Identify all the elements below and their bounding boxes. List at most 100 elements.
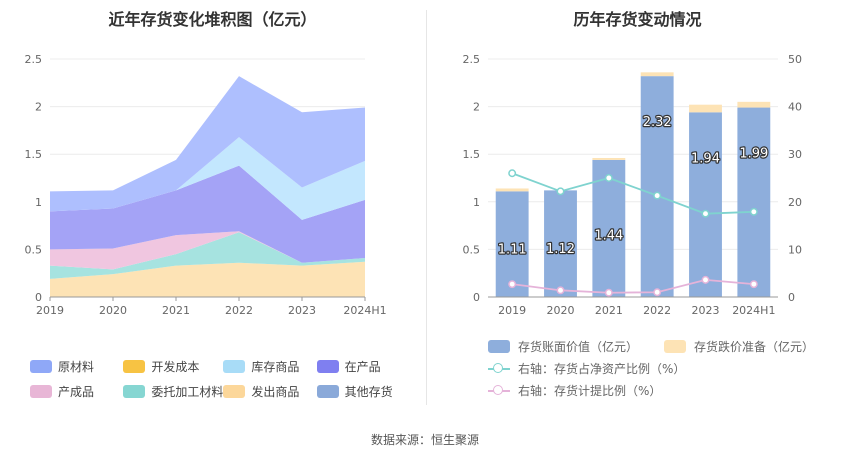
- legend-line-icon-net-asset-ratio: [488, 362, 510, 375]
- ratio-point-1: [556, 286, 565, 295]
- left-legend-swatch: [30, 385, 52, 398]
- legend-label-impairment[interactable]: 存货跌价准备（亿元）: [694, 339, 815, 354]
- left-x-tick-label: 2023: [288, 304, 316, 317]
- left-x-tick-label: 2022: [225, 304, 253, 317]
- right-y-right-tick-label: 20: [788, 196, 802, 209]
- ratio-point-0: [508, 169, 517, 178]
- left-legend-label: 其他存货: [344, 385, 393, 399]
- bar-data-label: 1.44: [594, 228, 623, 243]
- ratio-point-0: [749, 207, 758, 216]
- right-x-tick-label: 2022: [643, 304, 671, 317]
- area-series-0: [50, 261, 365, 297]
- impairment-bar: [495, 188, 529, 192]
- area-series-4: [50, 137, 365, 220]
- book-value-bar: [737, 107, 771, 297]
- right-chart-title: 历年存货变动情况: [573, 10, 702, 29]
- inventory-bar-panel: 历年存货变动情况 0 0.5 1 1.5 2 2.5 0 10 20 30 40 50 2019 2020…: [425, 0, 850, 410]
- right-y-left-tick-label: 1.5: [463, 148, 481, 161]
- left-legend-item[interactable]: 在产品: [316, 358, 410, 375]
- left-y-tick-label: 0.5: [25, 243, 43, 256]
- legend-row-line-2: 右轴：存货计提比例（%）: [488, 379, 838, 401]
- left-legend-label: 开发成本: [151, 360, 200, 374]
- legend-swatch-book-value: [488, 339, 510, 353]
- left-legend-label: 发出商品: [251, 385, 300, 399]
- left-x-tick-label: 2021: [162, 304, 190, 317]
- left-y-tick-label: 0: [35, 291, 42, 304]
- ratio-point-0: [653, 191, 662, 200]
- right-y-left-tick-label: 0: [473, 291, 480, 304]
- right-x-tick-label: 2019: [498, 304, 526, 317]
- bar-data-label: 1.99: [739, 147, 768, 162]
- left-legend-swatch: [316, 360, 339, 373]
- stacked-area-chart: 0 0.5 1 1.5 2 2.5 2019 2020 2021 2022 2023 2024H1: [25, 53, 387, 317]
- legend-swatch-impairment: [664, 339, 687, 353]
- right-y-left-tick-label: 2: [473, 101, 480, 114]
- book-value-bar: [689, 112, 722, 297]
- bar-data-label: 1.94: [691, 151, 720, 166]
- left-legend-item[interactable]: 其他存货: [316, 383, 410, 400]
- legend-label-net-asset-ratio[interactable]: 右轴：存货占净资产比例（%）: [518, 361, 686, 376]
- left-y-tick-label: 1: [35, 196, 42, 209]
- left-x-tick-label: 2020: [99, 304, 127, 317]
- left-legend-swatch: [123, 385, 146, 398]
- bar-data-label: 1.11: [498, 242, 527, 257]
- right-y-right-tick-label: 0: [788, 291, 795, 304]
- right-x-tick-label: 2020: [547, 304, 575, 317]
- left-y-tick-label: 2: [35, 101, 42, 114]
- area-series-3: [50, 165, 365, 263]
- left-legend-swatch: [123, 360, 146, 373]
- right-legend: 存货账面价值（亿元） 存货跌价准备（亿元） 右轴：存货占净资产比例（%） 右轴：…: [488, 335, 838, 401]
- left-legend-swatch: [30, 360, 52, 373]
- book-value-bar: [495, 191, 529, 297]
- right-y-right-tick-label: 40: [788, 101, 802, 114]
- right-x-tick-label: 2024H1: [732, 304, 775, 317]
- ratio-point-1: [653, 288, 662, 297]
- left-legend-item[interactable]: 发出商品: [223, 383, 316, 400]
- legend-line-icon-provision-ratio: [488, 384, 510, 397]
- right-y-right-tick-label: 50: [788, 53, 802, 66]
- left-chart-title: 近年存货变化堆积图（亿元）: [108, 10, 317, 29]
- ratio-point-0: [701, 209, 710, 218]
- left-legend-item[interactable]: 产成品: [30, 383, 123, 400]
- left-legend-item[interactable]: 库存商品: [223, 358, 316, 375]
- right-y-left-tick-label: 2.5: [463, 53, 481, 66]
- impairment-bar: [592, 158, 626, 160]
- legend-label-book-value[interactable]: 存货账面价值（亿元）: [518, 339, 639, 354]
- left-y-tick-label: 1.5: [25, 148, 43, 161]
- impairment-bar: [640, 72, 674, 77]
- left-x-tick-label: 2019: [36, 304, 64, 317]
- area-series-2: [50, 231, 365, 270]
- right-y-left-tick-label: 0.5: [463, 243, 481, 256]
- panel-divider: [426, 10, 427, 405]
- legend-label-provision-ratio[interactable]: 右轴：存货计提比例（%）: [518, 383, 662, 398]
- stacked-area-panel: 近年存货变化堆积图（亿元） 0 0.5 1 1.5 2 2.5 2019 2020 2021 20…: [0, 0, 425, 410]
- left-legend-item[interactable]: 原材料: [30, 358, 123, 375]
- ratio-point-0: [604, 174, 613, 182]
- ratio-point-1: [508, 280, 517, 289]
- left-legend-item[interactable]: 开发成本: [123, 358, 223, 375]
- left-legend-item[interactable]: 委托加工材料: [123, 383, 223, 400]
- book-value-bar: [544, 190, 577, 297]
- book-value-bar: [640, 76, 674, 297]
- left-legend: 原材料 开发成本 库存商品 在产品产成品 委托加工材料 发出商品 其他存货: [30, 358, 410, 400]
- area-series-5: [50, 76, 365, 212]
- left-legend-label: 库存商品: [251, 360, 300, 374]
- data-source: 数据来源：恒生聚源: [370, 433, 479, 447]
- right-x-tick-label: 2023: [692, 304, 720, 317]
- ratio-point-1: [701, 275, 710, 284]
- left-legend-label: 原材料: [58, 360, 95, 374]
- impairment-bar: [737, 101, 771, 108]
- inventory-bar-chart: 0 0.5 1 1.5 2 2.5 0 10 20 30 40 50 2019 2020 2021 2022 2…: [463, 53, 803, 317]
- impairment-bar: [689, 104, 722, 113]
- right-y-right-tick-label: 30: [788, 148, 802, 161]
- area-series-1: [50, 232, 365, 279]
- right-x-tick-label: 2021: [595, 304, 623, 317]
- left-legend-swatch: [316, 385, 339, 398]
- right-y-right-tick-label: 10: [788, 243, 802, 256]
- bar-data-label: 1.12: [546, 242, 575, 257]
- bar-data-label: 2.32: [643, 115, 672, 130]
- left-legend-swatch: [223, 360, 246, 373]
- legend-row-line-1: 右轴：存货占净资产比例（%）: [488, 357, 838, 379]
- ratio-point-1: [749, 280, 758, 289]
- ratio-line-1: [512, 278, 754, 294]
